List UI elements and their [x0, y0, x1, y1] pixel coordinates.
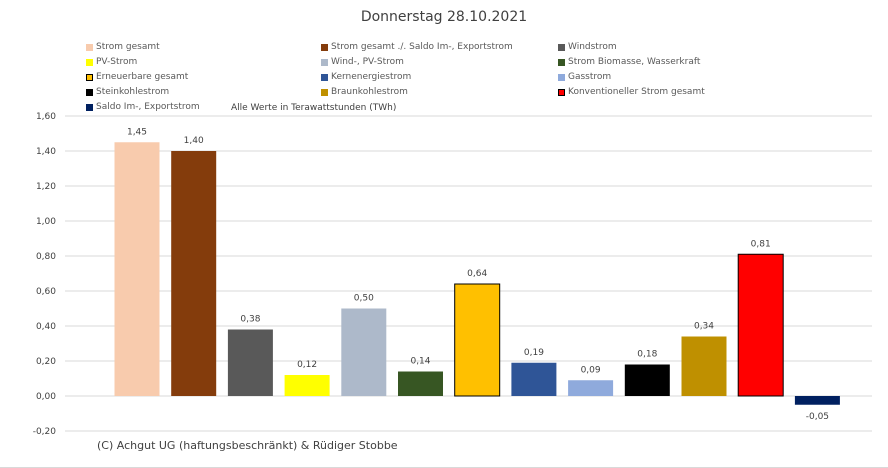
data-label: 0,09 — [581, 365, 601, 375]
legend-swatch — [86, 88, 93, 96]
legend-swatch — [558, 88, 565, 96]
data-label: -0,05 — [806, 412, 829, 422]
legend-label: Strom gesamt — [96, 42, 160, 52]
data-label: 1,40 — [184, 136, 204, 146]
legend-swatch — [86, 43, 93, 51]
bar — [794, 396, 840, 405]
data-label: 0,18 — [637, 350, 657, 360]
y-tick-label: -0,20 — [33, 427, 57, 437]
legend-swatch — [321, 43, 328, 51]
y-tick-label: 1,00 — [36, 217, 56, 227]
legend-item: PV-Strom — [86, 57, 137, 67]
legend-item: Windstrom — [558, 42, 617, 52]
bar — [737, 253, 784, 397]
y-tick-label: 1,60 — [36, 112, 56, 122]
legend-label: Kernenergiestrom — [331, 72, 412, 82]
legend-label: Erneuerbare gesamt — [96, 72, 189, 82]
credit-text: (C) Achgut UG (haftungsbeschränkt) & Rüd… — [97, 439, 398, 452]
legend-item: Steinkohlestrom — [86, 87, 169, 97]
bar — [681, 336, 727, 396]
legend-swatch — [86, 103, 93, 111]
data-label: 0,81 — [751, 239, 771, 249]
legend-label: Braunkohlestrom — [331, 87, 408, 97]
legend-label: PV-Strom — [96, 57, 138, 67]
data-label: 0,38 — [240, 315, 260, 325]
legend-swatch — [558, 43, 565, 51]
data-label: 0,34 — [694, 322, 714, 332]
legend-item: Strom gesamt ./. Saldo Im-, Exportstrom — [321, 42, 513, 52]
y-tick-label: 0,80 — [36, 252, 56, 262]
legend-item: Strom gesamt — [86, 42, 160, 52]
y-tick-label: 0,20 — [36, 357, 56, 367]
y-tick-label: 0,40 — [36, 322, 56, 332]
legend-label: Windstrom — [568, 42, 617, 52]
legend-label: Steinkohlestrom — [96, 87, 170, 97]
legend-swatch — [321, 58, 328, 66]
legend-label: Strom gesamt ./. Saldo Im-, Exportstrom — [331, 42, 513, 52]
legend-label: Wind-, PV-Strom — [331, 57, 404, 67]
legend-swatch — [558, 73, 565, 81]
y-tick-label: 1,40 — [36, 147, 56, 157]
data-label: 0,64 — [467, 269, 487, 279]
y-tick-label: 0,60 — [36, 287, 56, 297]
bar — [171, 151, 217, 396]
legend-label: Gasstrom — [568, 72, 612, 82]
bar — [398, 371, 443, 396]
legend-label: Konventioneller Strom gesamt — [568, 87, 705, 97]
bar — [114, 142, 160, 396]
y-tick-label: 1,20 — [36, 182, 56, 192]
units-note: Alle Werte in Terawattstunden (TWh) — [231, 103, 397, 113]
legend-label: Strom Biomasse, Wasserkraft — [568, 57, 701, 67]
data-label: 0,19 — [524, 348, 544, 358]
legend-item: Kernenergiestrom — [321, 72, 411, 82]
data-label: 0,12 — [297, 360, 317, 370]
bar — [341, 308, 387, 396]
legend-label: Saldo Im-, Exportstrom — [96, 102, 200, 112]
bar — [511, 362, 557, 396]
bar — [624, 364, 670, 396]
data-label: 0,50 — [354, 294, 374, 304]
legend-item: Gasstrom — [558, 72, 611, 82]
bar — [454, 283, 501, 397]
legend-item: Saldo Im-, Exportstrom — [86, 102, 200, 112]
data-label: 0,14 — [410, 357, 430, 367]
legend-item: Braunkohlestrom — [321, 87, 408, 97]
data-label: 1,45 — [127, 127, 147, 137]
legend-item: Strom Biomasse, Wasserkraft — [558, 57, 700, 67]
legend-swatch — [558, 58, 565, 66]
legend-item: Erneuerbare gesamt — [86, 72, 188, 82]
legend-swatch — [321, 73, 328, 81]
legend-item: Konventioneller Strom gesamt — [558, 87, 705, 97]
bar — [284, 375, 330, 396]
chart-title: Donnerstag 28.10.2021 — [360, 9, 528, 25]
legend-swatch — [86, 58, 93, 66]
legend-swatch — [321, 88, 328, 96]
legend-swatch — [86, 73, 93, 81]
bar — [227, 329, 273, 396]
legend-item: Wind-, PV-Strom — [321, 57, 404, 67]
y-tick-label: 0,00 — [36, 392, 56, 402]
bar — [568, 380, 614, 396]
